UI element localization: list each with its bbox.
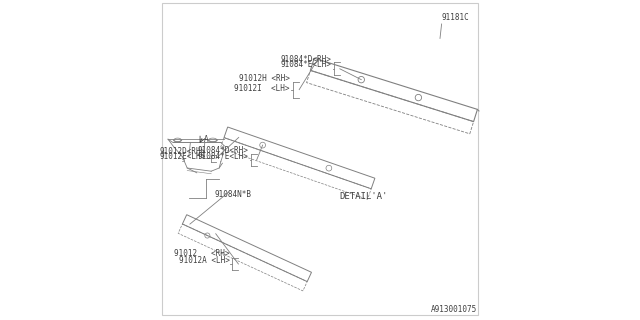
Text: 91012H <RH>: 91012H <RH> (239, 74, 290, 83)
Text: 91012A <LH>: 91012A <LH> (179, 256, 230, 265)
Text: 91084*D<RH>: 91084*D<RH> (198, 146, 249, 155)
Text: 91012I  <LH>: 91012I <LH> (234, 84, 290, 93)
Text: A: A (204, 135, 209, 144)
Text: 91181C: 91181C (442, 13, 469, 22)
Text: 91084*E<LH>: 91084*E<LH> (281, 60, 332, 69)
Text: 91012E<LH>: 91012E<LH> (159, 152, 205, 161)
Text: 91012D<RH>: 91012D<RH> (159, 147, 205, 156)
Text: 91084N*B: 91084N*B (214, 190, 252, 199)
Text: 91084*D<RH>: 91084*D<RH> (281, 55, 332, 64)
Text: DETAIL'A': DETAIL'A' (339, 192, 388, 201)
Text: A913001075: A913001075 (431, 305, 477, 314)
Text: 91012   <RH>: 91012 <RH> (174, 249, 230, 258)
Text: 91084*E<LH>: 91084*E<LH> (198, 152, 249, 161)
